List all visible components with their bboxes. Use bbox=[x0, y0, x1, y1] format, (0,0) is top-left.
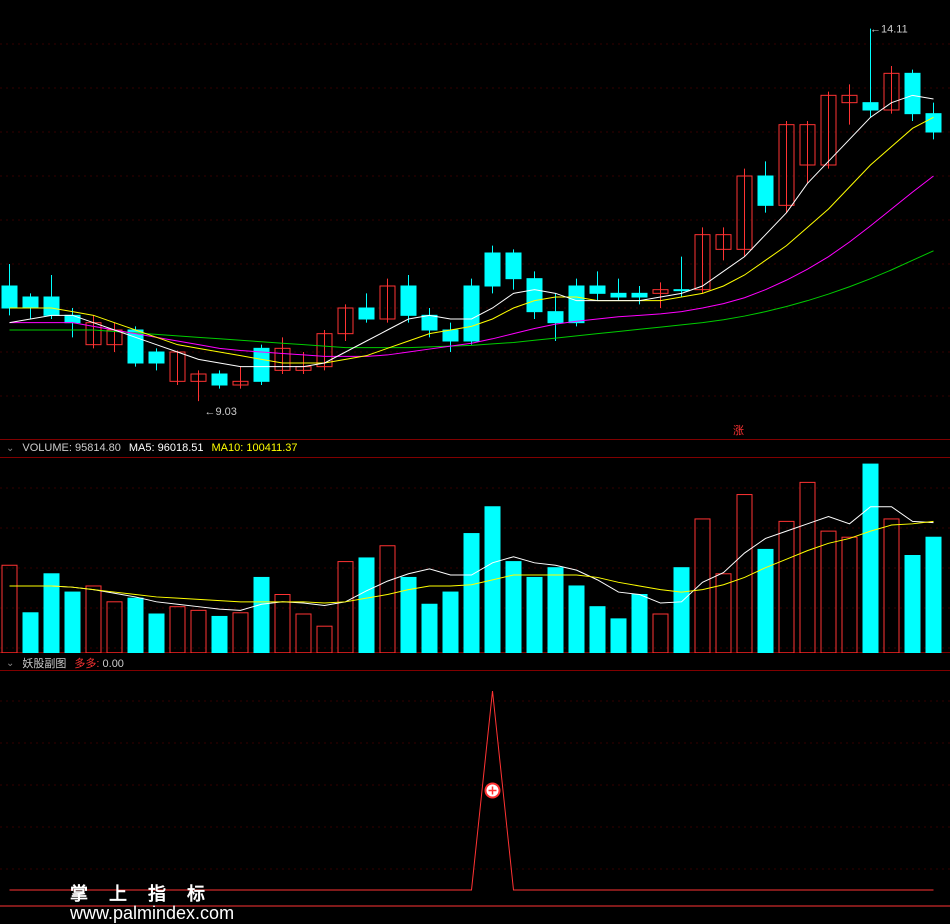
ma10-label: MA10: 100411.37 bbox=[212, 442, 298, 454]
svg-text:涨: 涨 bbox=[733, 424, 744, 437]
watermark: 掌 上 指 标 www.palmindex.com bbox=[70, 880, 213, 906]
watermark-url: www.palmindex.com bbox=[70, 903, 234, 924]
chevron-down-icon: ⌄ bbox=[6, 443, 14, 454]
svg-text:←14.11: ←14.11 bbox=[870, 24, 908, 36]
ma5-label: MA5: 96018.51 bbox=[129, 442, 204, 454]
chevron-down-icon: ⌄ bbox=[6, 658, 14, 669]
volume-label: VOLUME: 95814.80 bbox=[22, 442, 120, 454]
volume-chart-panel[interactable] bbox=[0, 458, 950, 653]
price-chart-panel[interactable]: ←14.11 ←9.03 涨 bbox=[0, 0, 950, 440]
indicator-sub: 多多: 0.00 bbox=[74, 655, 124, 671]
indicator-chart-panel[interactable]: 掌 上 指 标 www.palmindex.com bbox=[0, 671, 950, 910]
indicator-name: 妖股副图 bbox=[22, 655, 66, 671]
volume-header: ⌄ VOLUME: 95814.80 MA5: 96018.51 MA10: 1… bbox=[0, 440, 950, 458]
indicator-header: ⌄ 妖股副图 多多: 0.00 bbox=[0, 653, 950, 671]
svg-text:←9.03: ←9.03 bbox=[205, 406, 237, 418]
